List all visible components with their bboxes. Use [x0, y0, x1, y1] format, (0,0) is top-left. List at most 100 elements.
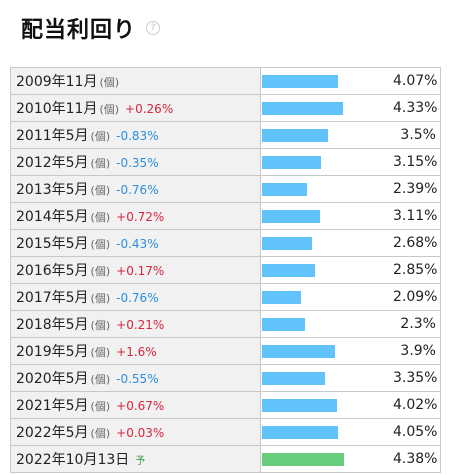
bar-track [262, 155, 393, 169]
period-cell: 2010年11月 (個) +0.26% [10, 94, 261, 122]
period-label: 2022年5月 [16, 425, 89, 441]
yield-bar [262, 263, 315, 277]
bar-cell [260, 202, 393, 230]
change-value: +0.03% [116, 426, 165, 440]
bar-cell [260, 445, 393, 473]
unit-label: (個) [90, 319, 111, 332]
bar-cell [260, 175, 393, 203]
yield-bar [262, 371, 325, 385]
table-row: 2016年5月 (個) +0.17% 2.85% [10, 256, 441, 284]
yield-bar [262, 155, 321, 169]
period-cell: 2021年5月 (個) +0.67% [10, 391, 261, 419]
bar-track [262, 317, 393, 331]
change-value: -0.76% [116, 291, 159, 305]
yield-value: 3.11% [393, 202, 441, 230]
yield-value: 3.5% [393, 121, 441, 149]
bar-track [262, 398, 393, 412]
unit-label: (個) [90, 265, 111, 278]
yield-bar [262, 425, 338, 439]
table-row: 2011年5月 (個) -0.83% 3.5% [10, 121, 441, 149]
period-cell: 2020年5月 (個) -0.55% [10, 364, 261, 392]
change-value: -0.83% [116, 129, 159, 143]
bar-track [262, 290, 393, 304]
unit-label: (個) [90, 400, 111, 413]
table-row: 2021年5月 (個) +0.67% 4.02% [10, 391, 441, 419]
yield-value: 4.38% [393, 445, 441, 473]
yield-bar [262, 74, 338, 88]
table-row: 2013年5月 (個) -0.76% 2.39% [10, 175, 441, 203]
period-label: 2010年11月 [16, 101, 98, 117]
yield-value: 2.39% [393, 175, 441, 203]
table-row: 2022年10月13日予 4.38% [10, 445, 441, 473]
period-cell: 2011年5月 (個) -0.83% [10, 121, 261, 149]
bar-cell [260, 391, 393, 419]
change-value: +0.26% [125, 102, 174, 116]
bar-track [262, 425, 393, 439]
yield-value: 3.9% [393, 337, 441, 365]
bar-cell [260, 121, 393, 149]
bar-cell [260, 418, 393, 446]
period-cell: 2016年5月 (個) +0.17% [10, 256, 261, 284]
yield-bar [262, 290, 301, 304]
period-cell: 2022年10月13日予 [10, 445, 261, 473]
yield-value: 2.85% [393, 256, 441, 284]
bar-track [262, 344, 393, 358]
unit-label: (個) [90, 346, 111, 359]
table-row: 2019年5月 (個) +1.6% 3.9% [10, 337, 441, 365]
yield-bar [262, 182, 307, 196]
bar-track [262, 371, 393, 385]
change-value: +0.17% [116, 264, 165, 278]
change-value: -0.55% [116, 372, 159, 386]
period-cell: 2009年11月 (個) [10, 67, 261, 95]
unit-label: (個) [90, 211, 111, 224]
table-row: 2022年5月 (個) +0.03% 4.05% [10, 418, 441, 446]
change-value: +0.67% [116, 399, 165, 413]
yield-bar [262, 344, 335, 358]
bar-cell [260, 229, 393, 257]
period-label: 2013年5月 [16, 182, 89, 198]
unit-label: (個) [90, 292, 111, 305]
bar-track [262, 74, 393, 88]
yield-bar [262, 128, 328, 142]
bar-track [262, 182, 393, 196]
change-value: +1.6% [116, 345, 157, 359]
unit-label: (個) [90, 157, 111, 170]
unit-label: (個) [90, 373, 111, 386]
period-cell: 2018年5月 (個) +0.21% [10, 310, 261, 338]
period-cell: 2022年5月 (個) +0.03% [10, 418, 261, 446]
unit-label: (個) [90, 130, 111, 143]
period-label: 2012年5月 [16, 155, 89, 171]
period-label: 2009年11月 [16, 74, 98, 90]
help-icon[interactable]: ? [146, 21, 161, 35]
period-label: 2021年5月 [16, 398, 89, 414]
bar-cell [260, 364, 393, 392]
bar-track [262, 101, 393, 115]
forecast-badge: 予 [135, 456, 146, 467]
yield-value: 4.02% [393, 391, 441, 419]
table-row: 2017年5月 (個) -0.76% 2.09% [10, 283, 441, 311]
bar-track [262, 452, 393, 466]
bar-cell [260, 94, 393, 122]
table-row: 2015年5月 (個) -0.43% 2.68% [10, 229, 441, 257]
period-label: 2015年5月 [16, 236, 89, 252]
bar-cell [260, 67, 393, 95]
table-row: 2010年11月 (個) +0.26% 4.33% [10, 94, 441, 122]
title-area: 配当利回り ? [21, 10, 161, 46]
period-cell: 2014年5月 (個) +0.72% [10, 202, 261, 230]
yield-value: 3.15% [393, 148, 441, 176]
period-label: 2018年5月 [16, 317, 89, 333]
bar-cell [260, 256, 393, 284]
unit-label: (個) [90, 238, 111, 251]
period-label: 2019年5月 [16, 344, 89, 360]
yield-value: 4.05% [393, 418, 441, 446]
bar-cell [260, 337, 393, 365]
yield-value: 2.68% [393, 229, 441, 257]
table-row: 2018年5月 (個) +0.21% 2.3% [10, 310, 441, 338]
yield-value: 3.35% [393, 364, 441, 392]
forecast-yield-bar [262, 452, 344, 466]
period-cell: 2013年5月 (個) -0.76% [10, 175, 261, 203]
dividend-yield-table: 2009年11月 (個) 4.07% 2010年11月 (個) +0.26% 4.33% 20… [10, 67, 441, 473]
period-cell: 2019年5月 (個) +1.6% [10, 337, 261, 365]
yield-value: 2.3% [393, 310, 441, 338]
table-row: 2020年5月 (個) -0.55% 3.35% [10, 364, 441, 392]
